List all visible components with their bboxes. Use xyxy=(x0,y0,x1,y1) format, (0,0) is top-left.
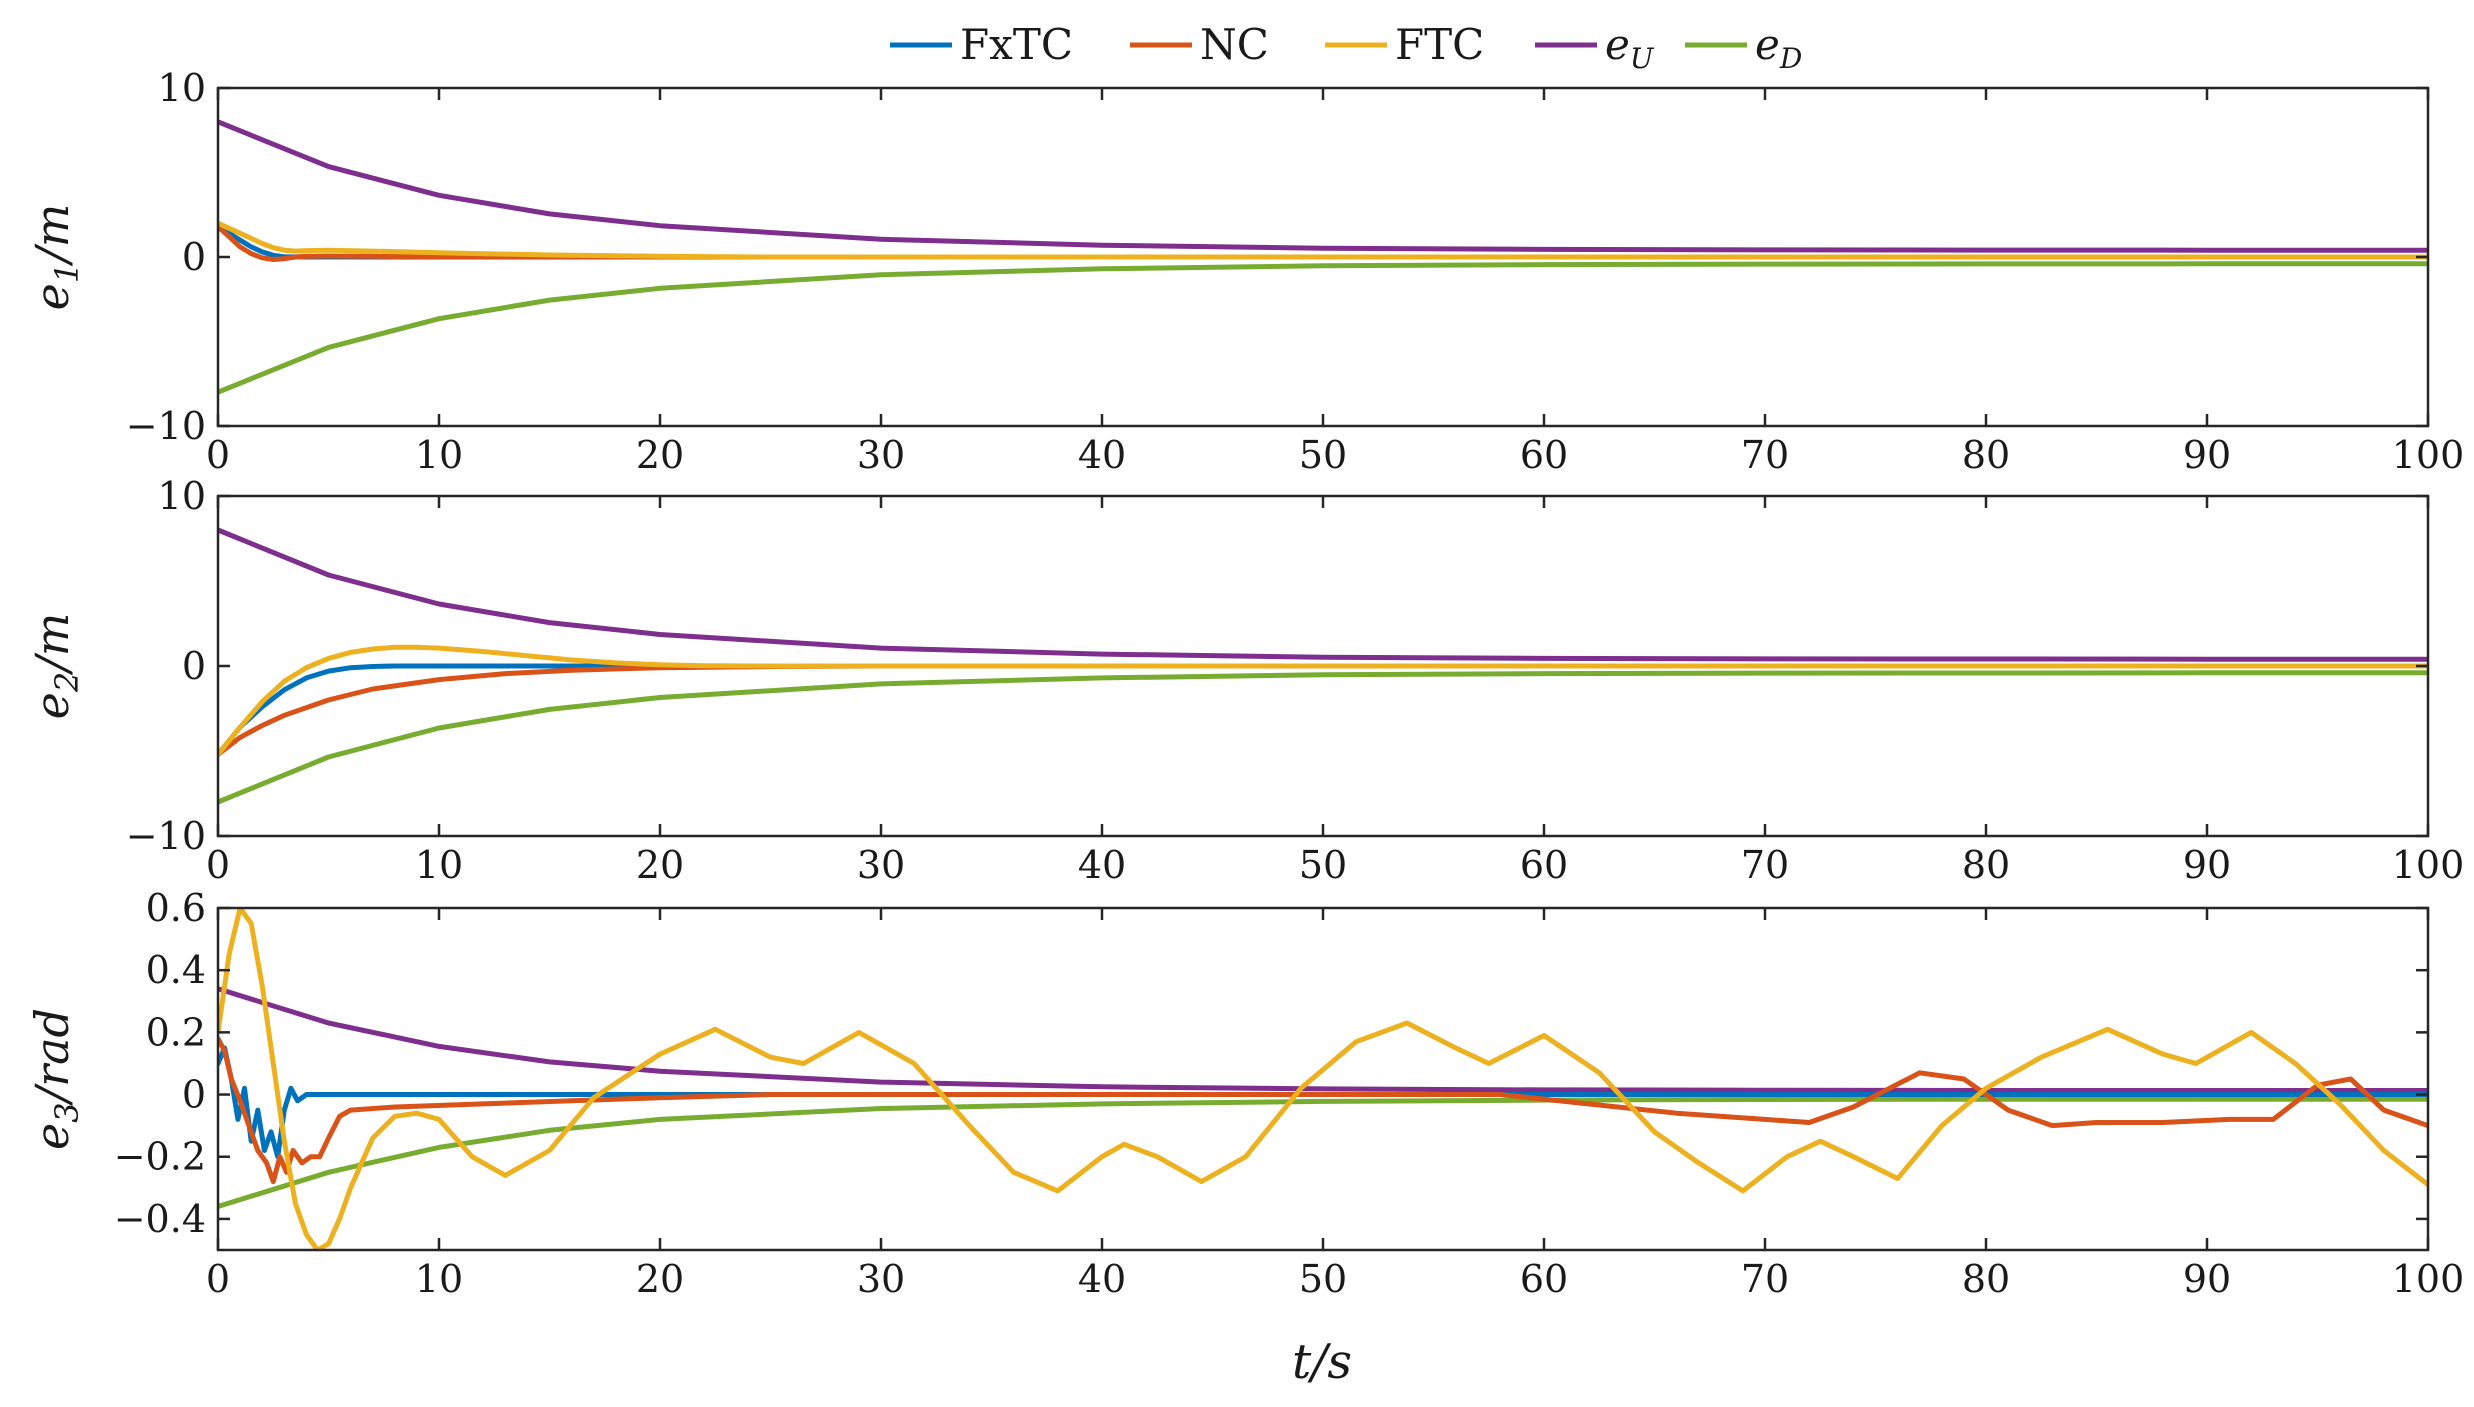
x-tick-label: 60 xyxy=(1520,1257,1568,1301)
subplot-3: 0 10 20 30 40 50 60 70 80 90 100 0.6 0.4 0.2 0 −0.2 −0.4… xyxy=(25,886,2464,1301)
plot-frame xyxy=(216,906,2430,1252)
y-tick-label: −0.4 xyxy=(114,1197,206,1241)
series-group xyxy=(218,119,2428,395)
x-tick-label: 80 xyxy=(1962,1257,2010,1301)
series-line-FxTC xyxy=(218,1045,2428,1160)
legend-item-FxTC: FxTC xyxy=(890,20,1073,69)
x-tick-label: 50 xyxy=(1299,843,1347,887)
x-axis-label: t/s xyxy=(1292,1334,1352,1390)
y-axis-label: e1/m xyxy=(25,204,86,311)
x-tick-label: 50 xyxy=(1299,1257,1347,1301)
x-tick-label: 10 xyxy=(415,843,463,887)
x-tick-label: 10 xyxy=(415,433,463,477)
legend-item-FTC: FTC xyxy=(1325,20,1484,69)
x-tick-label: 40 xyxy=(1078,843,1126,887)
x-tick-label: 20 xyxy=(636,843,684,887)
y-tick-label: 0.4 xyxy=(146,948,206,992)
legend-label: eD xyxy=(1755,20,1802,75)
x-tick-label: 100 xyxy=(2392,843,2465,887)
y-tick-label: 0.2 xyxy=(146,1010,206,1054)
legend-label: eU xyxy=(1605,20,1655,75)
x-tick-label: 80 xyxy=(1962,433,2010,477)
y-tick-label: 0 xyxy=(182,235,206,279)
x-tick-label: 10 xyxy=(415,1257,463,1301)
x-tick-label: 20 xyxy=(636,1257,684,1301)
x-tick-label: 100 xyxy=(2392,1257,2465,1301)
series-group xyxy=(218,908,2428,1250)
x-tick-label: 30 xyxy=(857,433,905,477)
x-tick-label: 0 xyxy=(206,1257,230,1301)
series-line-eD xyxy=(218,670,2428,805)
x-tick-label: 40 xyxy=(1078,433,1126,477)
y-tick-label: 0.6 xyxy=(146,886,206,930)
series-line-eU xyxy=(218,527,2428,662)
series-line-NC xyxy=(218,1036,2428,1185)
series-line-eU xyxy=(218,986,2428,1093)
x-tick-label: 100 xyxy=(2392,433,2465,477)
y-tick-label: 0 xyxy=(182,1073,206,1117)
series-line-FTC xyxy=(218,644,2428,757)
legend-item-eD: eD xyxy=(1685,20,1802,75)
legend-label: NC xyxy=(1200,20,1269,69)
y-tick-label: −0.2 xyxy=(114,1135,206,1179)
x-tick-label: 60 xyxy=(1520,843,1568,887)
x-tick-label: 40 xyxy=(1078,1257,1126,1301)
legend-item-NC: NC xyxy=(1130,20,1269,69)
x-tick-label: 20 xyxy=(636,433,684,477)
x-tick-label: 90 xyxy=(2183,1257,2231,1301)
x-tick-label: 0 xyxy=(206,843,230,887)
x-tick-label: 30 xyxy=(857,1257,905,1301)
y-tick-label: 0 xyxy=(182,644,206,688)
legend-item-eU: eU xyxy=(1535,20,1655,75)
y-tick-label: −10 xyxy=(126,814,206,858)
y-axis-label: e3/rad xyxy=(25,1008,86,1150)
x-tick-label: 30 xyxy=(857,843,905,887)
y-tick-label: 10 xyxy=(158,474,206,518)
series-line-eD xyxy=(218,261,2428,395)
legend: FxTC NC FTC eU eD xyxy=(890,20,1802,75)
x-tick-label: 80 xyxy=(1962,843,2010,887)
y-axis-label: e2/m xyxy=(25,613,86,720)
x-tick-label: 70 xyxy=(1741,843,1789,887)
y-tick-label: −10 xyxy=(126,404,206,448)
x-tick-label: 90 xyxy=(2183,433,2231,477)
x-tick-label: 70 xyxy=(1741,1257,1789,1301)
series-line-eD xyxy=(218,1096,2428,1209)
series-line-FTC xyxy=(218,908,2428,1250)
x-tick-label: 0 xyxy=(206,433,230,477)
legend-label: FTC xyxy=(1395,20,1484,69)
legend-label: FxTC xyxy=(960,20,1073,69)
x-tick-label: 50 xyxy=(1299,433,1347,477)
series-line-eU xyxy=(218,119,2428,253)
series-line-FTC xyxy=(218,220,2428,260)
x-tick-label: 70 xyxy=(1741,433,1789,477)
x-tick-label: 90 xyxy=(2183,843,2231,887)
y-tick-label: 10 xyxy=(158,66,206,110)
series-group xyxy=(218,527,2428,805)
x-tick-label: 60 xyxy=(1520,433,1568,477)
